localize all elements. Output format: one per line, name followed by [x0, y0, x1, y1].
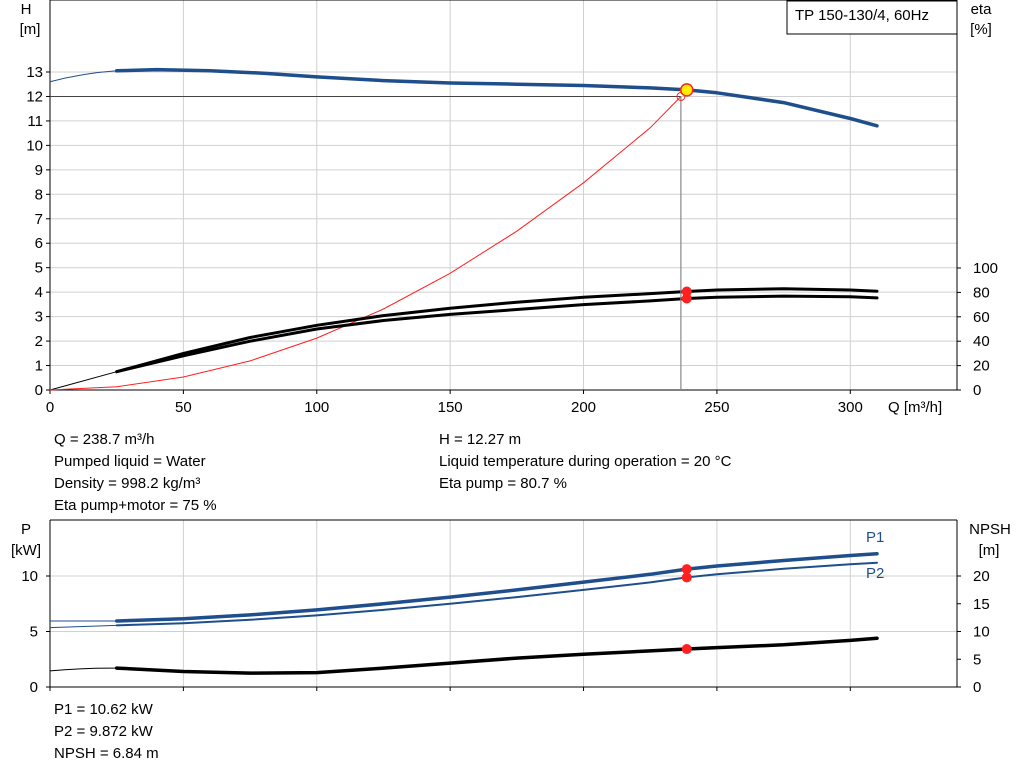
npsh-marker: [681, 644, 692, 655]
bottom-ylabel-left-2: [kW]: [11, 542, 41, 559]
info-top-right: H = 12.27 m Liquid temperature during op…: [439, 429, 731, 495]
top-ytick-label: 7: [35, 211, 43, 228]
eta-pump-marker: [681, 286, 692, 297]
grid-layer: [50, 0, 957, 687]
info-head: H = 12.27 m: [439, 431, 522, 448]
top-xtick-label: 150: [438, 399, 463, 416]
bottom-y2tick-label: 15: [973, 596, 990, 613]
bottom-y2tick-label: 20: [973, 568, 990, 585]
npsh-curve-extension: [49, 667, 117, 672]
info-liquid-temp: Liquid temperature during operation = 20…: [439, 453, 732, 470]
eta-total-curve: [115, 294, 879, 374]
info-npsh: NPSH = 6.84 m: [54, 745, 159, 762]
p1-marker: [681, 564, 692, 575]
curve-layer: [49, 67, 879, 675]
top-ytick-label: 2: [35, 333, 43, 350]
top-ytick-label: 11: [27, 113, 43, 130]
bottom-y2tick-label: 10: [973, 624, 990, 641]
bottom-ylabel-right-1: NPSH: [969, 521, 1011, 538]
p1-curve: [114, 552, 879, 623]
eta-total-marker: [681, 293, 692, 304]
top-xlabel: Q [m³/h]: [888, 399, 942, 416]
info-eta-pump: Eta pump = 80.7 %: [439, 475, 567, 492]
h-curve-extension: [49, 70, 117, 83]
info-flow: Q = 238.7 m³/h: [54, 431, 155, 448]
top-ylabel-right-2: [%]: [970, 21, 992, 38]
top-ytick-label: 0: [35, 382, 43, 399]
top-ytick-label: 9: [35, 162, 43, 179]
bottom-ylabel-left-1: P: [21, 521, 31, 538]
info-p1: P1 = 10.62 kW: [54, 701, 153, 718]
operating-point-marker: [680, 83, 694, 97]
info-p2: P2 = 9.872 kW: [54, 723, 153, 740]
top-ytick-label: 6: [35, 235, 43, 252]
info-bottom: P1 = 10.62 kW P2 = 9.872 kW NPSH = 6.84 …: [54, 699, 159, 765]
top-xtick-label: 250: [704, 399, 729, 416]
top-ytick-label: 13: [26, 64, 43, 81]
top-y2tick-label: 80: [973, 284, 990, 301]
top-ytick-label: 1: [35, 358, 43, 375]
top-xtick-label: 300: [838, 399, 863, 416]
bottom-ytick-label: 10: [21, 568, 38, 585]
top-y2tick-label: 100: [973, 260, 998, 277]
npsh-curve: [114, 636, 879, 675]
top-ytick-label: 12: [26, 88, 43, 105]
bottom-ylabel-right-2: [m]: [979, 542, 1000, 559]
chart-title-box: [786, 0, 958, 35]
top-y2tick-label: 0: [973, 382, 981, 399]
info-pumped-liquid: Pumped liquid = Water: [54, 453, 206, 470]
top-xtick-label: 100: [304, 399, 329, 416]
h-curve: [114, 67, 879, 128]
info-eta-total: Eta pump+motor = 75 %: [54, 497, 217, 514]
system-curve: [49, 96, 682, 391]
top-y2tick-label: 20: [973, 358, 990, 375]
top-xtick-label: 50: [175, 399, 192, 416]
p1-curve-label: P1: [866, 529, 884, 546]
eta-pump-curve: [115, 287, 879, 374]
axes-layer: [46, 0, 961, 691]
top-y2tick-label: 40: [973, 333, 990, 350]
bottom-y2tick-label: 0: [973, 679, 981, 696]
p2-curve: [115, 561, 878, 627]
top-xtick-label: 200: [571, 399, 596, 416]
text-layer: H [m] eta [%] Q [m³/h] TP 150-130/4, 60H…: [11, 0, 1011, 696]
top-ylabel-left-1: H: [21, 1, 32, 18]
bottom-ytick-label: 0: [30, 679, 38, 696]
top-ytick-label: 8: [35, 186, 43, 203]
chart-title: TP 150-130/4, 60Hz: [795, 7, 929, 24]
top-ylabel-right-1: eta: [971, 1, 993, 18]
eta-curve-extension: [49, 371, 117, 391]
p2-curve-extension: [49, 624, 117, 629]
info-top-left: Q = 238.7 m³/h Pumped liquid = Water Den…: [54, 429, 217, 517]
info-density: Density = 998.2 kg/m³: [54, 475, 201, 492]
bottom-y2tick-label: 5: [973, 651, 981, 668]
top-ytick-label: 10: [26, 137, 43, 154]
top-ytick-label: 5: [35, 260, 43, 277]
top-y2tick-label: 60: [973, 309, 990, 326]
bottom-ytick-label: 5: [30, 624, 38, 641]
marker-layer: [676, 83, 694, 655]
top-ytick-label: 3: [35, 309, 43, 326]
p2-curve-label: P2: [866, 565, 884, 582]
top-xtick-label: 0: [46, 399, 54, 416]
top-ylabel-left-2: [m]: [20, 21, 41, 38]
p2-marker: [681, 572, 692, 583]
top-ytick-label: 4: [35, 284, 43, 301]
